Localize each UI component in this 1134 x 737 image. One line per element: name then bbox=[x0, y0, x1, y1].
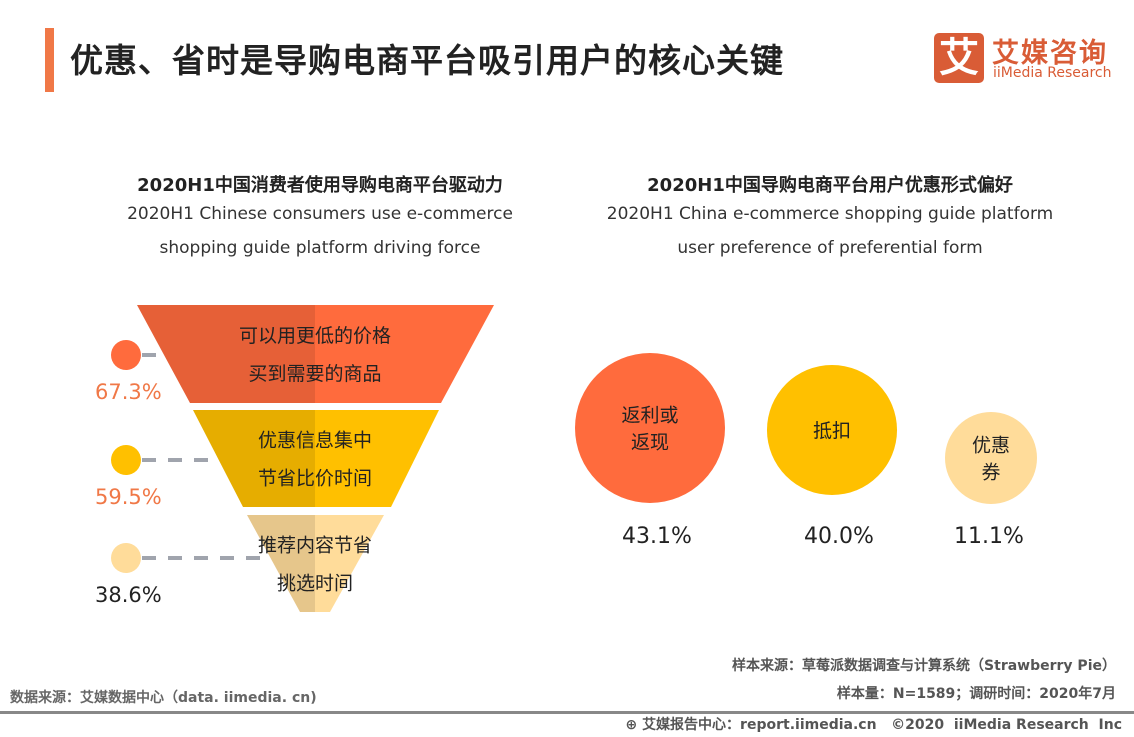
copyright-text: 艾媒报告中心：report.iimedia.cn ©2020 iiMedia R… bbox=[642, 717, 1122, 733]
funnel-layer-right bbox=[315, 305, 494, 403]
left-chart-subtitle-1: 2020H1 Chinese consumers use e-commerce bbox=[127, 204, 513, 224]
logo-text-cn: 艾媒咨询 bbox=[992, 38, 1108, 69]
right-chart-header: 2020H1中国导购电商平台用户优惠形式偏好 2020H1 China e-co… bbox=[560, 171, 1100, 265]
left-chart-header: 2020H1中国消费者使用导购电商平台驱动力 2020H1 Chinese co… bbox=[60, 171, 580, 265]
sample-source: 样本来源：草莓派数据调查与计算系统（Strawberry Pie） bbox=[732, 658, 1116, 674]
funnel-layer-right bbox=[315, 515, 384, 612]
funnel-layer-label: 挑选时间 bbox=[277, 573, 353, 595]
funnel-layer-label: 节省比价时间 bbox=[258, 468, 372, 490]
funnel-layer-left bbox=[193, 410, 315, 507]
left-chart-title: 2020H1中国消费者使用导购电商平台驱动力 bbox=[137, 175, 503, 196]
funnel-layer-label: 可以用更低的价格 bbox=[239, 325, 391, 347]
right-chart-subtitle-2: user preference of preferential form bbox=[677, 238, 983, 258]
bubble bbox=[945, 412, 1037, 504]
right-chart-title: 2020H1中国导购电商平台用户优惠形式偏好 bbox=[647, 175, 1013, 196]
bubble-label: 优惠 bbox=[972, 435, 1010, 457]
sample-size: 样本量：N=1589；调研时间：2020年7月 bbox=[836, 686, 1116, 702]
bubble-label: 返现 bbox=[631, 432, 669, 454]
title-accent-bar bbox=[45, 28, 54, 92]
right-chart-subtitle-1: 2020H1 China e-commerce shopping guide p… bbox=[606, 204, 1054, 224]
funnel-layer-label: 买到需要的商品 bbox=[248, 363, 381, 385]
logo-mark: 艾 bbox=[934, 33, 984, 83]
bubble bbox=[575, 353, 725, 503]
funnel-dot bbox=[111, 543, 141, 573]
bubble-label: 抵扣 bbox=[813, 420, 851, 442]
funnel-value-label: 38.6% bbox=[95, 583, 162, 607]
copyright: ⊕ 艾媒报告中心：report.iimedia.cn ©2020 iiMedia… bbox=[625, 714, 1122, 734]
funnel-dot bbox=[111, 445, 141, 475]
bubble-label: 返利或 bbox=[621, 405, 678, 427]
page-title: 优惠、省时是导购电商平台吸引用户的核心关键 bbox=[70, 41, 784, 80]
footer-divider bbox=[0, 711, 1134, 714]
funnel-layer-label: 推荐内容节省 bbox=[258, 535, 372, 557]
funnel-value-label: 59.5% bbox=[95, 485, 162, 509]
funnel-layer-right bbox=[315, 410, 439, 507]
bubble-value-label: 11.1% bbox=[954, 524, 1024, 549]
funnel-layer-label: 优惠信息集中 bbox=[258, 430, 372, 452]
bubble bbox=[766, 364, 898, 496]
bubble-value-label: 40.0% bbox=[804, 524, 874, 549]
globe-icon: ⊕ bbox=[625, 717, 643, 733]
logo-text-en: iiMedia Research bbox=[993, 65, 1112, 81]
funnel-dot bbox=[111, 340, 141, 370]
data-source: 数据来源：艾媒数据中心（data. iimedia. cn) bbox=[10, 690, 317, 706]
bubble-value-label: 43.1% bbox=[622, 524, 692, 549]
funnel-value-label: 67.3% bbox=[95, 380, 162, 404]
funnel-layer-left bbox=[247, 515, 315, 612]
bubble-label: 券 bbox=[981, 462, 1000, 484]
funnel-layer-left bbox=[137, 305, 315, 403]
left-chart-subtitle-2: shopping guide platform driving force bbox=[159, 238, 481, 258]
